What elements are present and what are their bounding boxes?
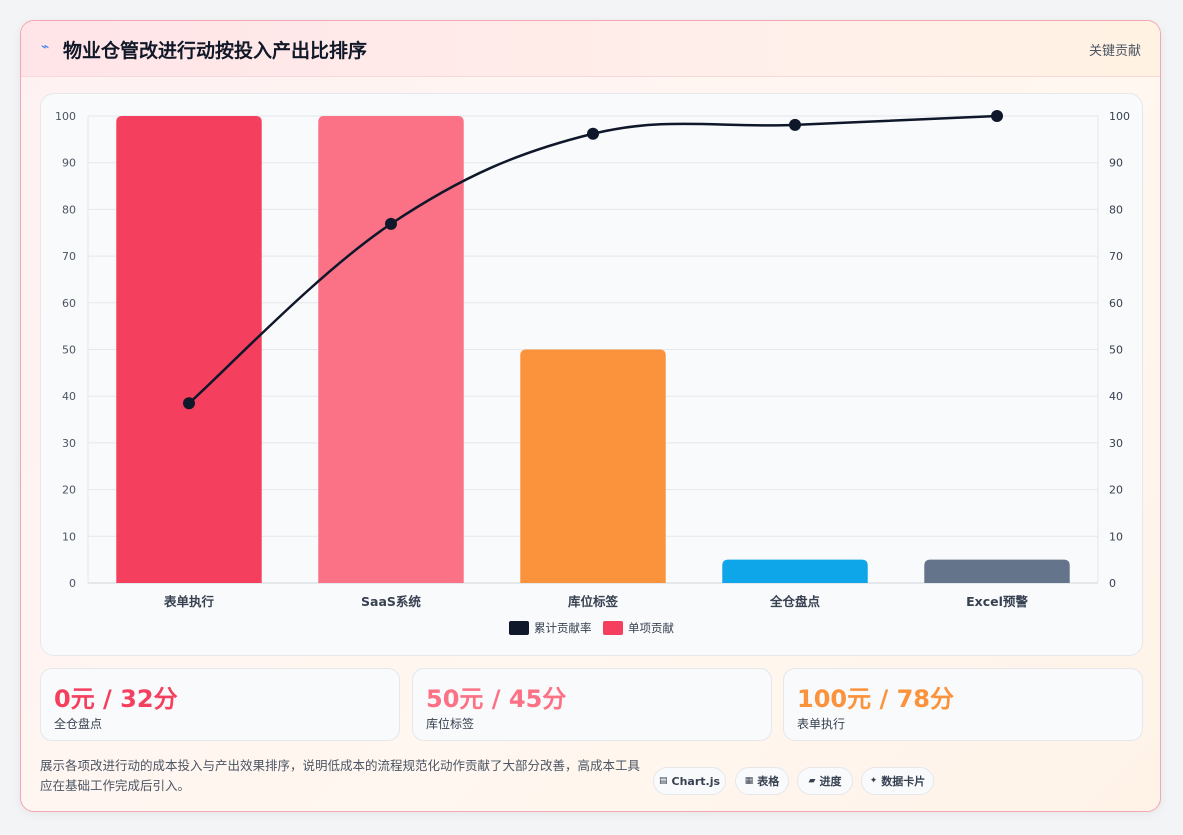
line-point [587, 127, 599, 140]
x-tick-label: 库位标签 [568, 594, 619, 609]
bar [520, 349, 666, 583]
x-tick-label: 表单执行 [163, 594, 215, 609]
y2-tick-label: 10 [1109, 530, 1123, 543]
header-tag: 关键贡献 [1088, 44, 1141, 59]
bar [722, 559, 868, 583]
y2-tick-label: 90 [1109, 157, 1123, 170]
kpi-label: 表单执行 [797, 717, 846, 731]
y2-tick-label: 50 [1109, 344, 1123, 357]
x-tick-label: Excel预警 [966, 594, 1028, 609]
y-tick-label: 60 [62, 297, 76, 310]
legend-swatch-line [509, 621, 529, 635]
lightning-icon: ⌁ [41, 39, 50, 55]
pareto-chart: 0 0 10 10 20 20 30 30 40 40 50 50 60 60 70 70 80 80 90 90 10… [55, 110, 1130, 635]
kpi-label: 库位标签 [426, 717, 475, 731]
tool-chip-label: 数据卡片 [881, 775, 926, 788]
bar [318, 116, 464, 583]
x-tick-label: 全仓盘点 [769, 594, 821, 609]
tool-chip-chartjs[interactable]: ▤ Chart.js [653, 767, 726, 795]
y-tick-label: 100 [55, 110, 76, 123]
bar [116, 116, 262, 583]
page-title: 物业仓管改进行动按投入产出比排序 [63, 40, 368, 62]
kpi-card-3: 100元 / 78分 表单执行 [783, 668, 1143, 741]
y-tick-label: 70 [62, 250, 76, 263]
grid-icon: ▦ [744, 776, 754, 786]
chart-description: 展示各项改进行动的成本投入与产出效果排序，说明低成本的流程规范化动作贡献了大部分… [40, 758, 641, 793]
progress-icon: ▰ [808, 776, 816, 786]
y-tick-label: 0 [69, 577, 76, 590]
kpi-value: 100元 / 78分 [797, 685, 954, 713]
y-tick-label: 10 [62, 530, 76, 543]
y-tick-label: 20 [62, 484, 76, 497]
y2-tick-label: 100 [1109, 110, 1130, 123]
tool-chip-label: 表格 [757, 775, 780, 788]
line-point [385, 217, 397, 230]
chart-panel: 0 0 10 10 20 20 30 30 40 40 50 50 60 60 70 70 80 80 90 90 10… [40, 93, 1143, 656]
y-tick-label: 90 [62, 157, 76, 170]
y2-tick-label: 70 [1109, 250, 1123, 263]
tool-chip-cards[interactable]: ✦ 数据卡片 [861, 767, 934, 795]
x-tick-label: SaaS系统 [361, 594, 421, 609]
y2-tick-label: 80 [1109, 203, 1123, 216]
y2-tick-label: 20 [1109, 484, 1123, 497]
y-tick-label: 80 [62, 203, 76, 216]
table-icon: ▤ [658, 776, 668, 786]
y-tick-label: 50 [62, 344, 76, 357]
line-point [183, 397, 195, 410]
y2-tick-label: 60 [1109, 297, 1123, 310]
y-tick-label: 30 [62, 437, 76, 450]
legend-swatch-bar [603, 621, 623, 635]
tool-chip-label: 进度 [819, 775, 842, 788]
kpi-label: 全仓盘点 [54, 717, 103, 731]
dashboard-card: ⌁ 物业仓管改进行动按投入产出比排序 关键贡献 0 0 10 10 20 20 30 30 40… [20, 20, 1161, 812]
kpi-value: 50元 / 45分 [426, 685, 567, 713]
legend-label: 累计贡献率 [534, 621, 592, 635]
line-point [991, 110, 1003, 122]
y2-tick-label: 0 [1109, 577, 1116, 590]
y2-tick-label: 30 [1109, 437, 1123, 450]
line-point [789, 118, 801, 131]
kpi-card-2: 50元 / 45分 库位标签 [412, 668, 772, 741]
sparkle-icon: ✦ [869, 776, 878, 786]
kpi-card-1: 0元 / 32分 全仓盘点 [40, 668, 400, 741]
y-tick-label: 40 [62, 390, 76, 403]
tool-chip-table[interactable]: ▦ 表格 [735, 767, 789, 795]
card-header: ⌁ 物业仓管改进行动按投入产出比排序 关键贡献 [21, 21, 1160, 77]
tool-chip-label: Chart.js [671, 774, 721, 788]
tool-chip-progress[interactable]: ▰ 进度 [797, 767, 853, 795]
y2-tick-label: 40 [1109, 390, 1123, 403]
bar [924, 559, 1070, 583]
kpi-value: 0元 / 32分 [54, 685, 178, 713]
legend-label: 单项贡献 [628, 621, 674, 635]
